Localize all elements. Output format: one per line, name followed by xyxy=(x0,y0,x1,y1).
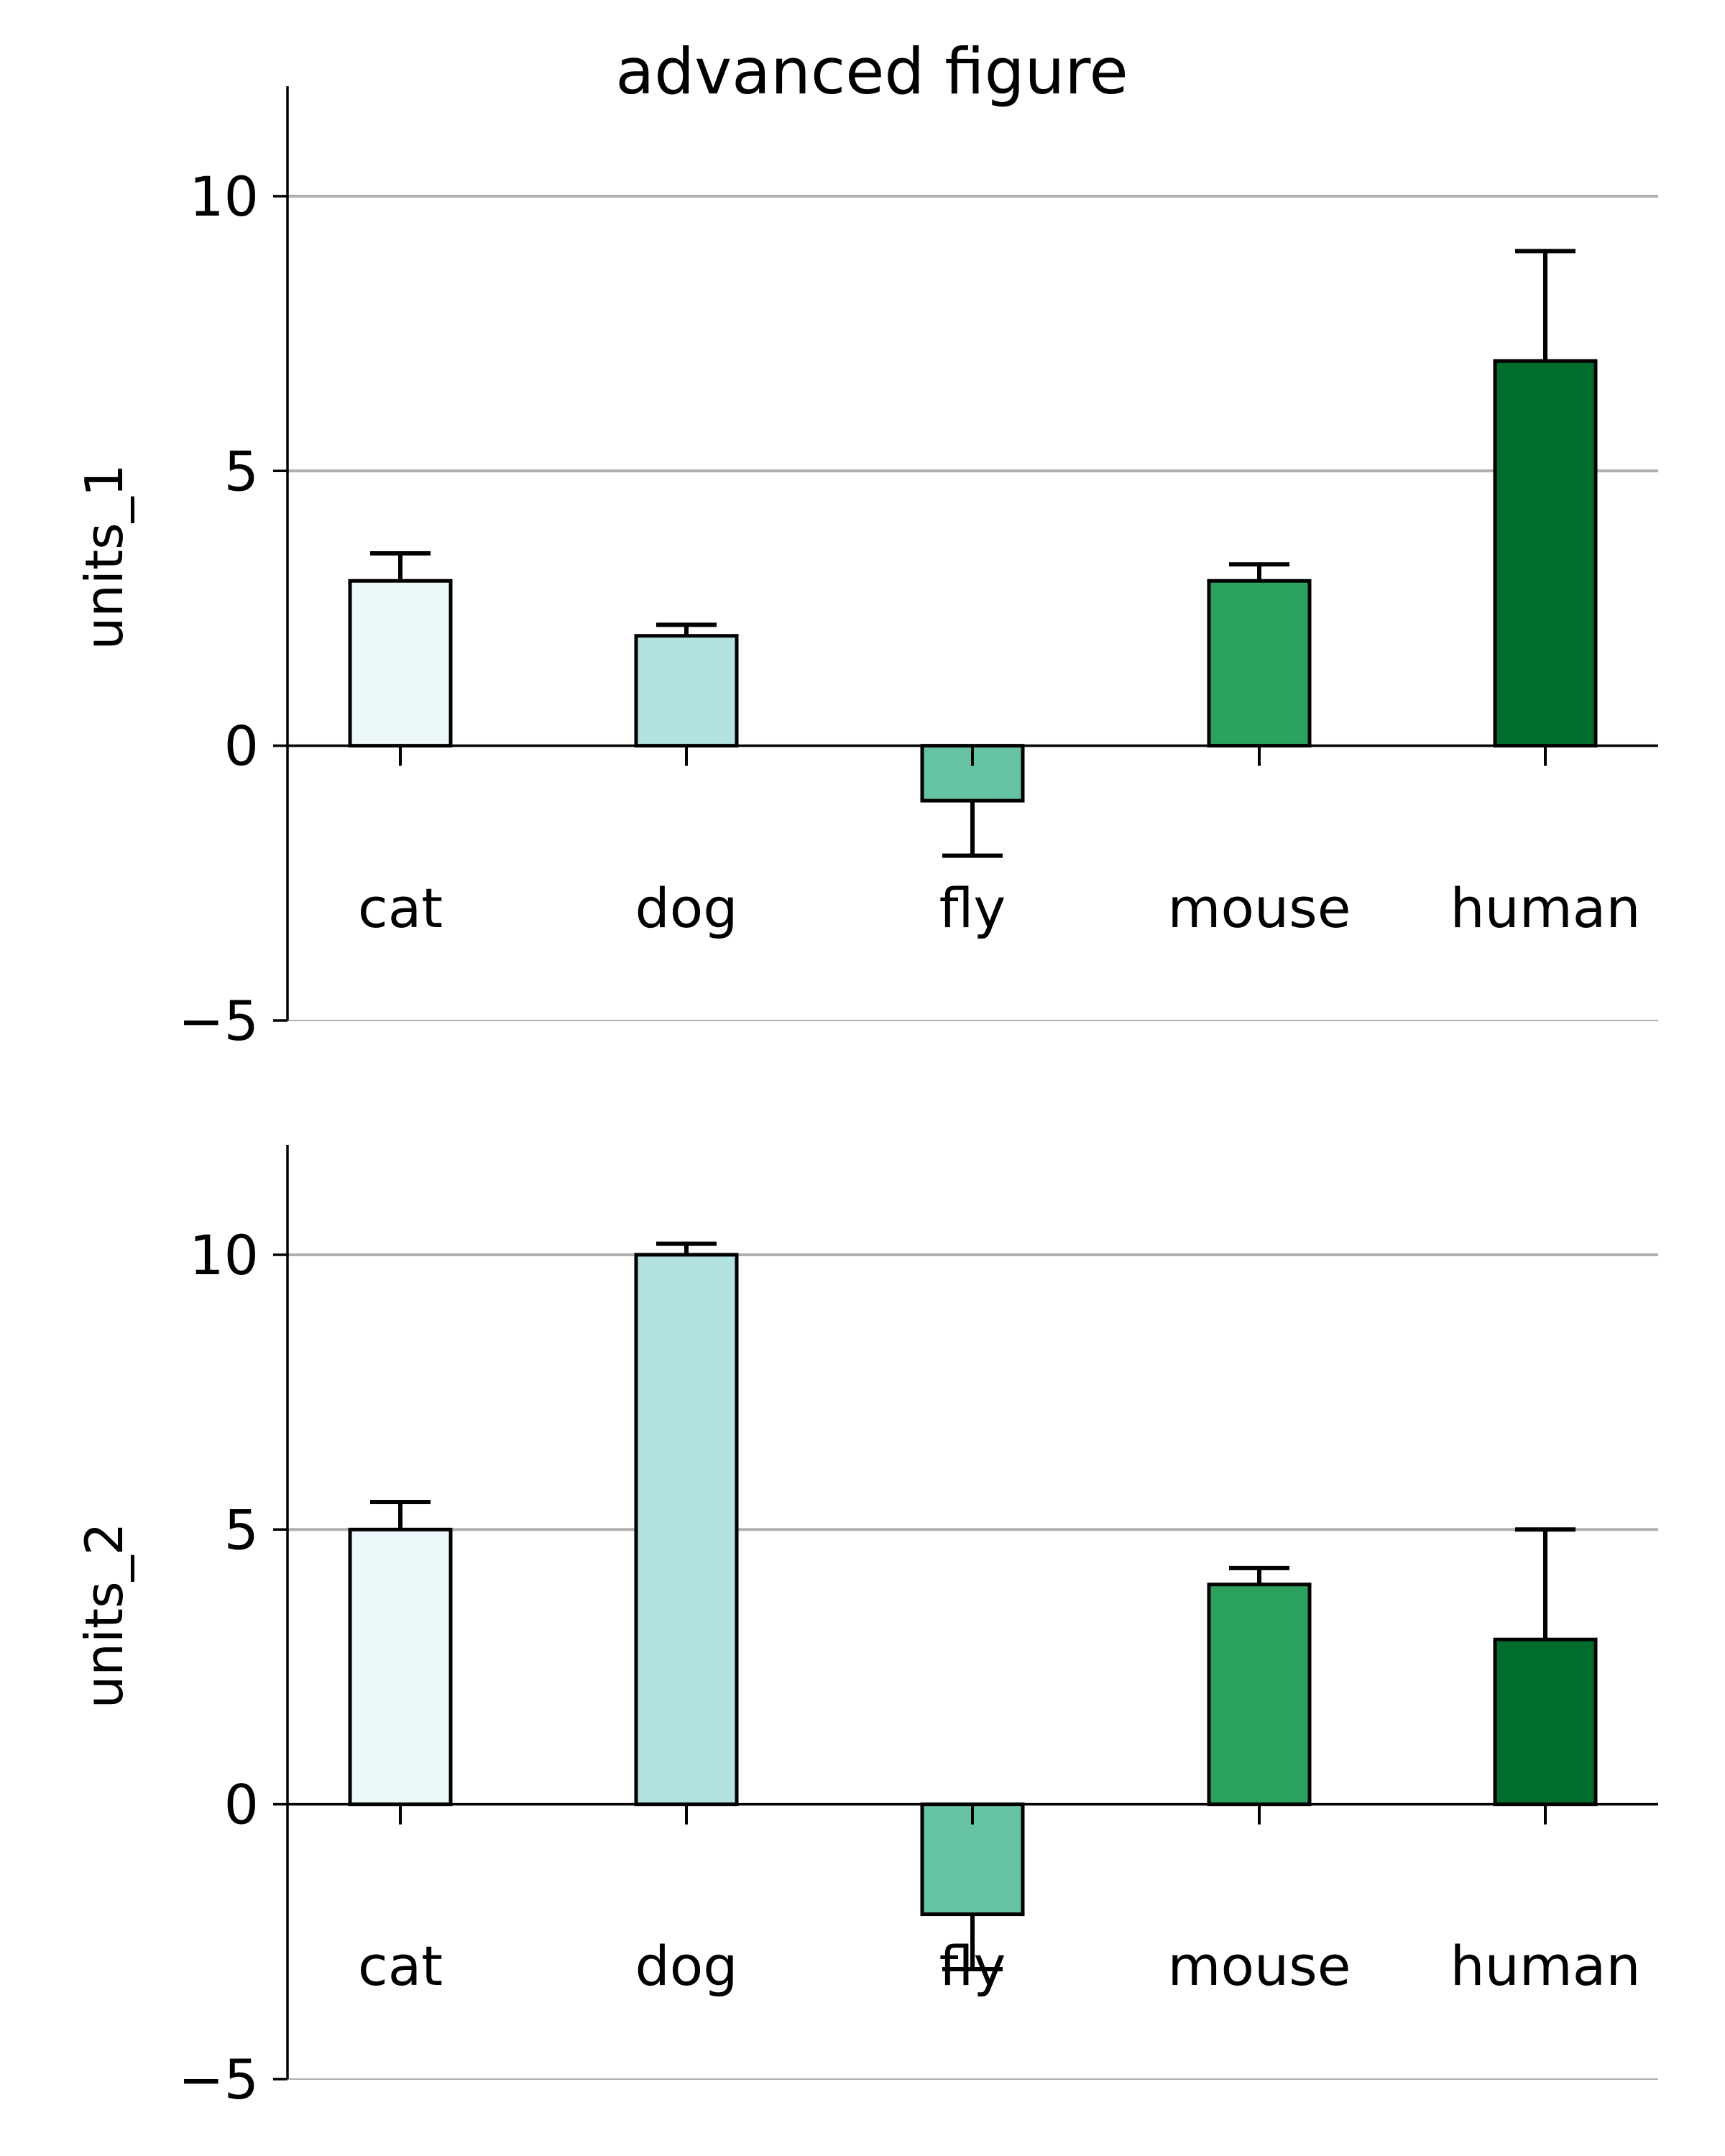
x-category-label-mouse: mouse xyxy=(1167,876,1351,940)
x-category-label-mouse: mouse xyxy=(1167,1934,1351,1998)
bar-cat xyxy=(348,1527,453,1807)
y-tick-label: −5 xyxy=(178,2047,259,2111)
y-tick-label: 0 xyxy=(224,1773,259,1837)
y-tick-label: 5 xyxy=(224,439,259,503)
x-category-label-dog: dog xyxy=(635,876,738,940)
y-tick-label: 10 xyxy=(189,1223,259,1287)
bar-dog xyxy=(634,1253,739,1807)
y-tick-label: 0 xyxy=(224,714,259,778)
x-category-label-human: human xyxy=(1450,1934,1640,1998)
y-tick-label: 5 xyxy=(224,1498,259,1562)
x-category-label-dog: dog xyxy=(635,1934,738,1998)
y-tick-label: −5 xyxy=(178,989,259,1053)
bar-cat xyxy=(348,579,453,748)
bar-mouse xyxy=(1207,579,1312,748)
figure-title: advanced figure xyxy=(615,34,1128,109)
bar-dog xyxy=(634,634,739,748)
chart-panels: −5 0 5 10 cat dog fly mouse human units_1 −5 0 5 10 ca… xyxy=(74,86,1658,2111)
x-category-label-fly: fly xyxy=(939,876,1006,940)
bar-mouse xyxy=(1207,1583,1312,1807)
x-category-label-human: human xyxy=(1450,876,1640,940)
bar-human xyxy=(1493,359,1598,748)
x-category-label-cat: cat xyxy=(358,876,443,940)
chart-panel-2: −5 0 5 10 cat dog fly mouse human units_2 xyxy=(74,1145,1658,2111)
y-axis-label: units_1 xyxy=(74,464,134,650)
x-category-label-cat: cat xyxy=(358,1934,443,1998)
bar-human xyxy=(1493,1637,1598,1807)
y-tick-label: 10 xyxy=(189,165,259,229)
y-axis-label: units_2 xyxy=(74,1523,134,1709)
x-category-label-fly: fly xyxy=(939,1934,1006,1998)
chart-panel-1: −5 0 5 10 cat dog fly mouse human units_1 xyxy=(74,86,1658,1053)
